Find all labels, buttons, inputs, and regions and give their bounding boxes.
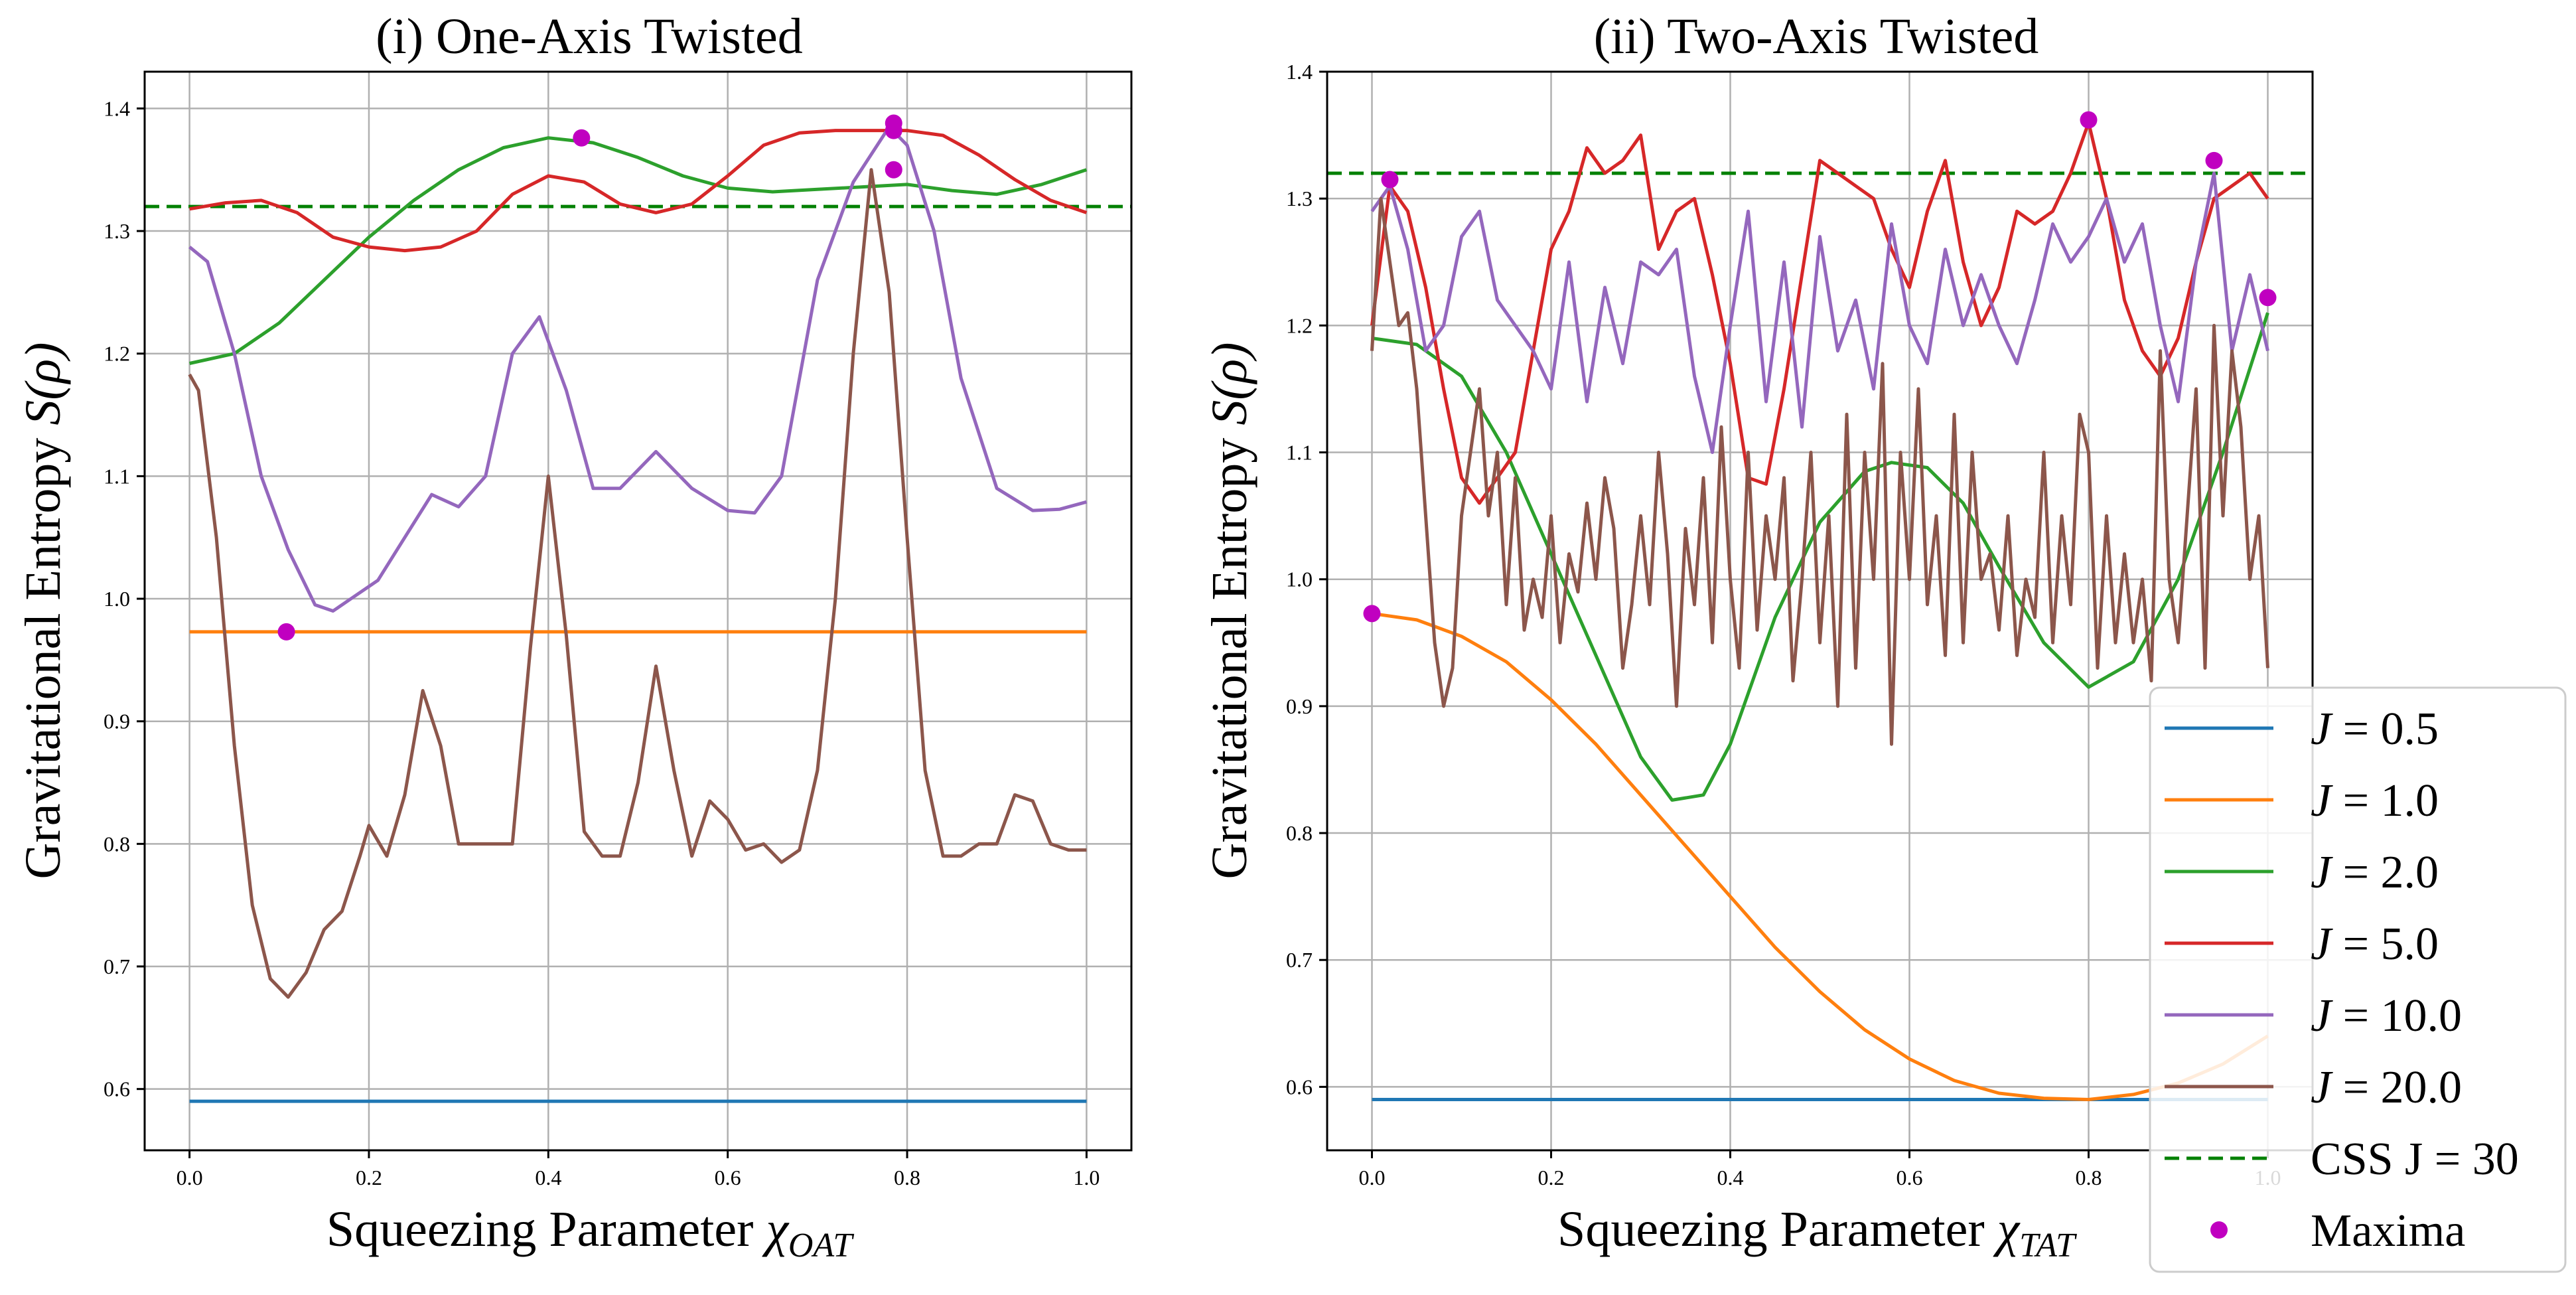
- panel-two-axis-twisted: (ii) Two-Axis Twisted 0.0 0.2 0.4 0.6 0.8 1.0…: [1202, 9, 2314, 1264]
- series-line-j-10-0: [188, 125, 1088, 613]
- series-line-j-20-0: [188, 168, 1087, 999]
- legend: J = 0.5 J = 1.0 J = 2.0 J = 5.0 J = 10.0 J = …: [2149, 686, 2567, 1273]
- y-tick-label: 1.1: [104, 464, 130, 488]
- y-tick-label: 1.4: [1286, 60, 1313, 84]
- x-tick-label: 1.0: [1073, 1166, 1100, 1189]
- series-line-j-2-0: [1372, 312, 2269, 802]
- series-line-j-20-0: [1370, 196, 2269, 746]
- maxima-marker: [573, 129, 591, 147]
- grid-lines: [145, 72, 1131, 1150]
- x-tick-label: 0.4: [1717, 1166, 1744, 1189]
- series-group: [188, 125, 1088, 1103]
- y-tick-label: 1.4: [104, 96, 130, 120]
- x-tick-label: 0.8: [2076, 1166, 2102, 1189]
- series-line-j-10-0: [1370, 171, 2269, 454]
- panel-title: (i) One-Axis Twisted: [376, 9, 802, 64]
- legend-entry: J = 0.5: [2165, 704, 2439, 755]
- panel-one-axis-twisted: (i) One-Axis Twisted 0.0 0.2 0.4 0.6 0.8 1.0 …: [15, 9, 1133, 1264]
- maxima-marker: [885, 161, 902, 179]
- y-tick-label: 0.6: [1286, 1075, 1313, 1099]
- legend-label: Maxima: [2311, 1205, 2465, 1257]
- series-line-j-2-0: [189, 136, 1088, 365]
- legend-marker-swatch: [2210, 1221, 2228, 1239]
- legend-label: J = 20.0: [2311, 1062, 2462, 1113]
- maxima-marker: [277, 623, 295, 641]
- grid-lines: [1327, 70, 2313, 1150]
- y-tick-label: 1.3: [1286, 187, 1313, 210]
- y-tick-label: 0.9: [1286, 694, 1313, 718]
- legend-label: J = 2.0: [2311, 847, 2439, 898]
- y-tick-label: 1.1: [1286, 441, 1313, 465]
- x-tick-label: 0.6: [1896, 1166, 1923, 1189]
- maxima-marker: [2205, 151, 2223, 169]
- legend-entry: J = 10.0: [2165, 990, 2462, 1041]
- legend-entry: J = 2.0: [2165, 847, 2439, 898]
- axes-frame: [1326, 70, 2314, 1152]
- y-tick-label: 0.7: [1286, 948, 1313, 972]
- y-tick-label: 1.2: [1286, 313, 1313, 337]
- y-tick-group: 0.6 0.7 0.8 0.9 1.0 1.1 1.2 1.3 1.4: [1286, 60, 1327, 1099]
- maxima-marker-group: [1363, 111, 2277, 623]
- maxima-marker: [885, 121, 902, 139]
- y-tick-label: 0.8: [104, 832, 130, 856]
- legend-label: J = 10.0: [2311, 990, 2462, 1041]
- y-axis-label: Gravitational Entropy S(ρ): [15, 343, 71, 879]
- x-tick-group: 0.0 0.2 0.4 0.6 0.8 1.0: [177, 1150, 1100, 1189]
- axes-frame: [143, 70, 1133, 1152]
- legend-entry: J = 20.0: [2165, 1062, 2462, 1113]
- maxima-marker: [1363, 605, 1381, 623]
- maxima-marker: [1381, 171, 1399, 189]
- maxima-marker: [2259, 289, 2277, 307]
- y-tick-label: 0.8: [1286, 821, 1313, 845]
- x-tick-label: 0.0: [177, 1166, 203, 1189]
- x-axis-label: Squeezing Parameter χOAT: [326, 1201, 854, 1264]
- x-tick-label: 0.6: [715, 1166, 741, 1189]
- series-line-j-5-0: [189, 129, 1088, 253]
- legend-entry: Maxima: [2210, 1205, 2465, 1257]
- x-tick-label: 0.2: [356, 1166, 382, 1189]
- y-tick-label: 0.9: [104, 710, 130, 733]
- y-tick-label: 0.6: [104, 1077, 130, 1101]
- legend-label: J = 0.5: [2311, 704, 2439, 755]
- x-tick-label: 0.0: [1359, 1166, 1386, 1189]
- y-tick-label: 1.2: [104, 342, 130, 366]
- maxima-marker: [2080, 111, 2098, 129]
- series-line-j-5-0: [1370, 121, 2269, 505]
- y-tick-group: 0.6 0.7 0.8 0.9 1.0 1.1 1.2 1.3 1.4: [104, 96, 145, 1101]
- y-tick-label: 0.7: [104, 954, 130, 978]
- legend-label: J = 1.0: [2311, 775, 2439, 826]
- y-tick-label: 1.0: [1286, 568, 1313, 591]
- legend-entry: CSS J = 30: [2165, 1134, 2519, 1185]
- panel-title: (ii) Two-Axis Twisted: [1594, 9, 2039, 64]
- legend-box: [2149, 686, 2567, 1273]
- legend-entry: J = 5.0: [2165, 919, 2439, 970]
- y-tick-label: 1.3: [104, 219, 130, 243]
- x-axis-label: Squeezing Parameter χTAT: [1557, 1201, 2077, 1264]
- x-tick-label: 0.2: [1538, 1166, 1565, 1189]
- series-group: [1370, 121, 2269, 1101]
- x-tick-label: 0.4: [535, 1166, 561, 1189]
- legend-entry: J = 1.0: [2165, 775, 2439, 826]
- legend-label: CSS J = 30: [2311, 1134, 2519, 1185]
- legend-label: J = 5.0: [2311, 919, 2439, 970]
- x-tick-label: 0.8: [894, 1166, 920, 1189]
- maxima-marker-group: [277, 114, 902, 641]
- legend-entries: J = 0.5 J = 1.0 J = 2.0 J = 5.0 J = 10.0 J = …: [2165, 704, 2519, 1257]
- series-line-j-1-0: [1372, 611, 2269, 1101]
- y-axis-label: Gravitational Entropy S(ρ): [1202, 343, 1257, 879]
- y-tick-label: 1.0: [104, 587, 130, 611]
